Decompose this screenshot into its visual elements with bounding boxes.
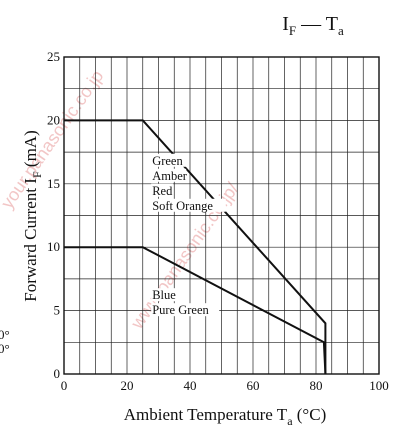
grid	[63, 56, 380, 375]
x-tick-label: 40	[184, 378, 197, 393]
x-tick-label: 100	[369, 378, 389, 393]
annotation-bg	[151, 303, 220, 317]
annotation-bg	[151, 198, 226, 212]
plot-frame	[63, 56, 380, 375]
annotation-label: Red	[152, 184, 173, 198]
x-tick-label: 20	[121, 378, 134, 393]
annotation-bg	[151, 183, 173, 197]
y-tick-label: 15	[47, 176, 60, 191]
annotation-bg	[151, 153, 187, 167]
annotation-label: Pure Green	[152, 303, 209, 317]
edge-mark: 0°	[0, 341, 10, 356]
annotation-bg	[151, 288, 180, 302]
series-line-1	[64, 119, 327, 374]
annotation-label: Soft Orange	[152, 199, 213, 213]
y-tick-label: 25	[47, 49, 60, 64]
edge-mark: 0°	[0, 327, 10, 342]
y-axis-label: Forward Current IF (mA)	[21, 130, 44, 301]
chart-title: IF — Ta	[282, 13, 344, 38]
annotation-label: Amber	[152, 169, 188, 183]
y-tick-label: 0	[54, 366, 61, 381]
x-axis-label: Ambient Temperature Ta (°C)	[124, 405, 326, 428]
axes	[63, 56, 380, 375]
annotation-label: Green	[152, 154, 183, 168]
series	[64, 119, 327, 375]
series-line-2	[64, 246, 327, 375]
y-tick-label: 10	[47, 239, 60, 254]
y-tick-label: 5	[54, 303, 61, 318]
annotation-bg	[151, 168, 187, 182]
y-tick-label: 20	[47, 112, 60, 127]
x-tick-label: 60	[247, 378, 260, 393]
annotation-label: Blue	[152, 288, 176, 302]
tick-labels: 0 20 40 60 80 100 0 5 10 15 20 25	[47, 49, 389, 393]
x-tick-label: 80	[310, 378, 323, 393]
x-tick-label: 0	[61, 378, 68, 393]
